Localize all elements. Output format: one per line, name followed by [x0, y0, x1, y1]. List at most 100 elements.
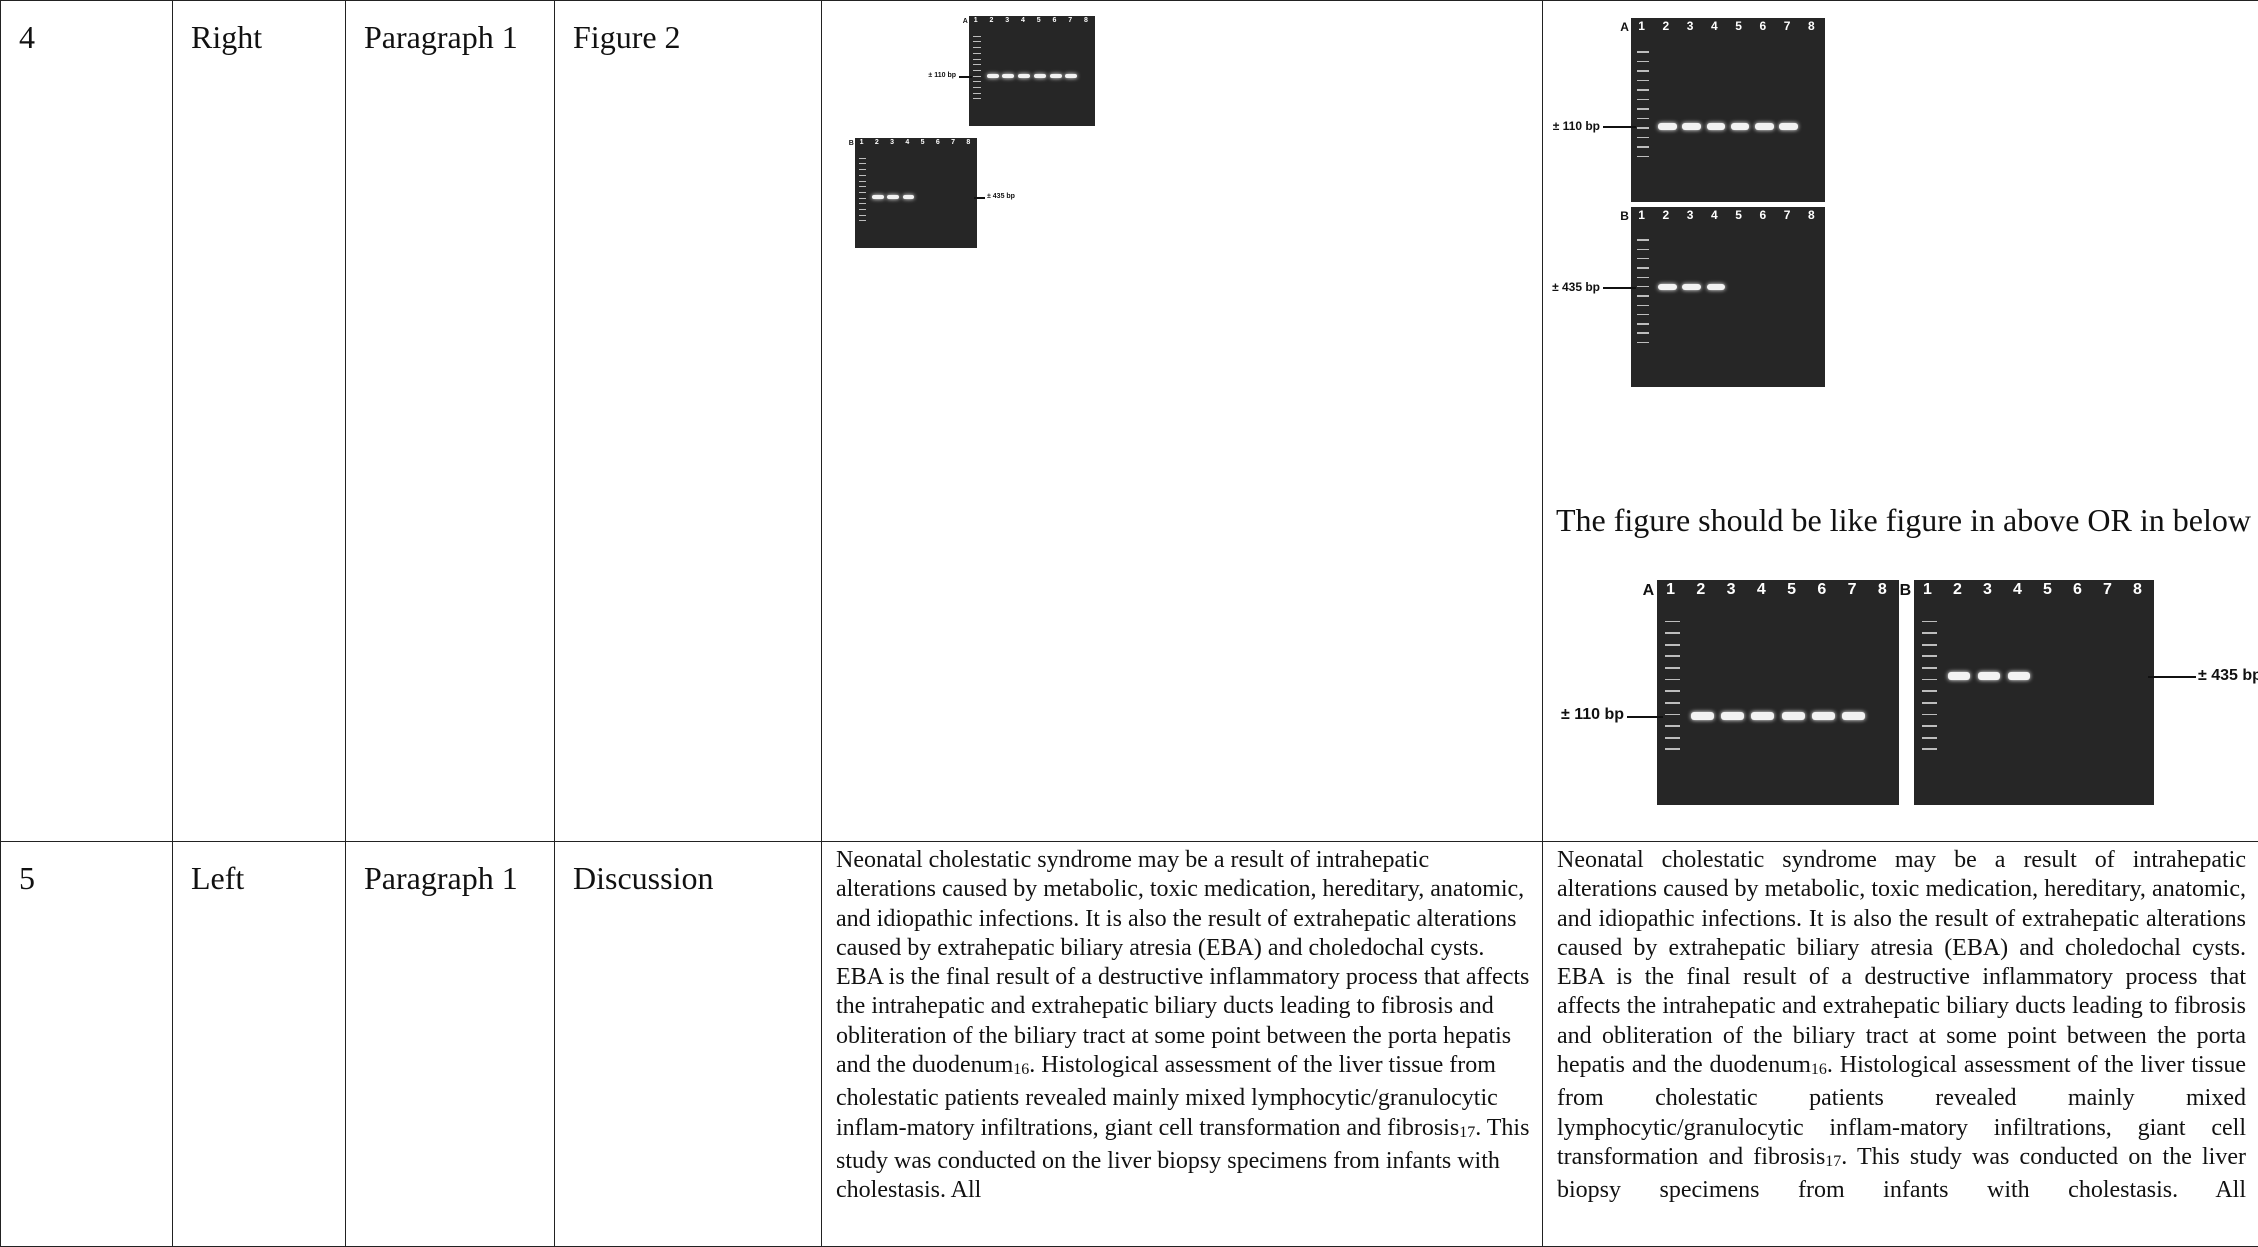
citation-ref: 17 [1459, 1124, 1475, 1141]
ladder-band [1637, 277, 1649, 278]
ladder-band [1922, 748, 1937, 750]
panel-label: A [963, 18, 968, 25]
lane-number: 3 [1687, 208, 1694, 222]
ladder-band [973, 98, 981, 99]
panel-label: A [1620, 20, 1629, 34]
ladder-band [1665, 748, 1680, 750]
size-label: ± 435 bp [1552, 280, 1600, 294]
correction-note: The figure should be like figure in abov… [1556, 502, 2251, 539]
paragraph: Paragraph 1 [346, 1, 554, 56]
lane-number: 4 [2013, 581, 2022, 599]
ladder-band [973, 93, 981, 94]
ladder-band [859, 198, 867, 199]
dna-band [1707, 123, 1725, 130]
ladder-band [859, 215, 867, 216]
ladder-band [1665, 655, 1680, 657]
lane-number: 4 [1711, 19, 1718, 33]
panel-label: B [849, 140, 854, 147]
ladder-band [1637, 137, 1649, 138]
ladder-band [1637, 61, 1649, 62]
position: Left [173, 842, 345, 897]
ladder-band [859, 158, 867, 159]
dna-band [1065, 74, 1077, 78]
ladder-band [1637, 286, 1649, 287]
dna-band [1978, 672, 2001, 680]
section: Discussion [555, 842, 821, 897]
paragraph: Paragraph 1 [346, 842, 554, 897]
dna-band [987, 74, 999, 78]
ladder-band [1665, 725, 1680, 727]
ladder-band [859, 175, 867, 176]
ladder-band [1637, 258, 1649, 259]
panel-label: B [1900, 582, 1912, 600]
ladder-band [859, 169, 867, 170]
original-paragraph: Neonatal cholestatic syndrome may be a r… [822, 842, 1542, 1206]
ladder-band [973, 70, 981, 71]
ladder-band [859, 192, 867, 193]
dna-band [1731, 123, 1749, 130]
lane-number: 6 [1052, 17, 1056, 24]
ladder-band [1922, 644, 1937, 646]
ladder-band [859, 181, 867, 182]
ladder-band [1922, 690, 1937, 692]
dna-band [1721, 712, 1744, 720]
section-cell: Discussion [555, 842, 822, 1247]
ladder-band [859, 203, 867, 204]
lane-number: 3 [1687, 19, 1694, 33]
ladder-band [1637, 99, 1649, 100]
ladder-band [1922, 725, 1937, 727]
lane-number: 6 [936, 139, 940, 146]
lane-number: 2 [1663, 19, 1670, 33]
ladder-band [1665, 632, 1680, 634]
dna-band [1682, 284, 1700, 290]
size-marker-line [2148, 676, 2196, 678]
size-label: ± 110 bp [1553, 119, 1600, 133]
lane-number: 3 [1983, 581, 1992, 599]
ladder-band [1637, 305, 1649, 306]
ladder-band [1922, 714, 1937, 716]
lane-number: 1 [1638, 208, 1645, 222]
size-marker-line [974, 197, 985, 199]
dna-band [903, 195, 915, 199]
row-number-cell: 5 [1, 842, 173, 1247]
lane-number: 7 [1784, 19, 1791, 33]
lane-number: 8 [2133, 581, 2142, 599]
size-label: ± 110 bp [928, 72, 956, 79]
lane-number: 6 [2073, 581, 2082, 599]
dna-band [1034, 74, 1046, 78]
ladder-band [1922, 679, 1937, 681]
corrected-text-part1: Neonatal cholestatic syndrome may be a r… [1557, 847, 2246, 1078]
ladder-band [973, 36, 981, 37]
ladder-band [1637, 70, 1649, 71]
size-marker-line [1627, 716, 1663, 718]
ladder-band [1665, 737, 1680, 739]
dna-band [1018, 74, 1030, 78]
dna-band [1002, 74, 1014, 78]
ladder-band [1637, 314, 1649, 315]
ladder-band [1665, 714, 1680, 716]
lane-number: 2 [1953, 581, 1962, 599]
ladder-band [973, 47, 981, 48]
ladder-band [1637, 89, 1649, 90]
ladder-band [973, 76, 981, 77]
lane-number: 7 [951, 139, 955, 146]
ladder-band [1637, 80, 1649, 81]
lane-number: 8 [966, 139, 970, 146]
section-cell: Figure 2 [555, 1, 822, 842]
paragraph-cell: Paragraph 1 [346, 1, 555, 842]
lane-number: 5 [1735, 19, 1742, 33]
original-text-cell: Neonatal cholestatic syndrome may be a r… [822, 842, 1543, 1247]
ladder-band [1637, 239, 1649, 240]
ladder-band [1922, 667, 1937, 669]
table-row: 5 Left Paragraph 1 Discussion Neonatal c… [1, 842, 2258, 1247]
ladder-band [1637, 295, 1649, 296]
ladder-band [1922, 702, 1937, 704]
lane-number: 5 [2043, 581, 2052, 599]
lane-number: 3 [1005, 17, 1009, 24]
lane-number: 7 [1068, 17, 1072, 24]
lane-number: 2 [989, 17, 993, 24]
panel-label: B [1620, 209, 1629, 223]
ladder-band [1637, 118, 1649, 119]
